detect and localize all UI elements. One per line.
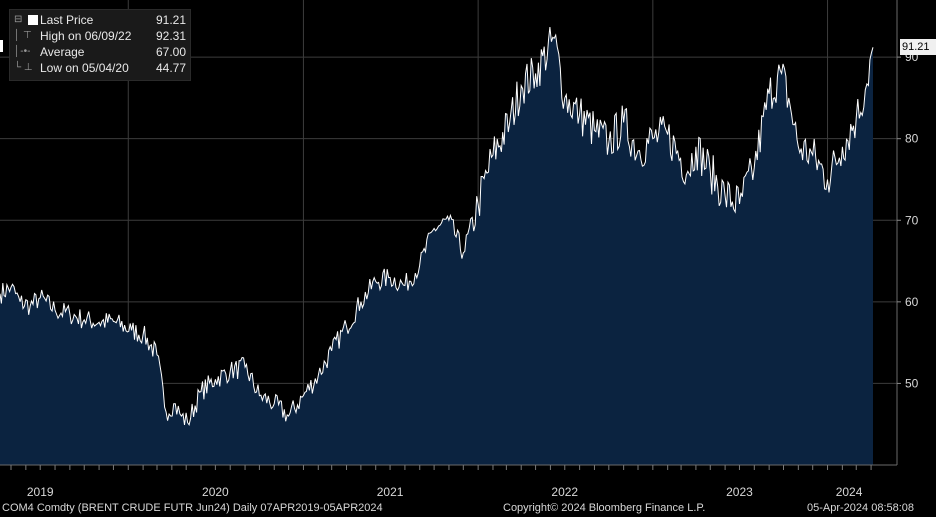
legend-average: Average 67.00: [40, 44, 190, 60]
legend-value: 44.77: [155, 61, 186, 75]
last-price-tag: 91.21: [900, 39, 936, 55]
collapse-icon[interactable]: ⊟: [14, 14, 23, 25]
x-axis-ticks: 2019 2020 2021 2022 2023 2024: [10, 465, 872, 499]
x-tick-label: 2023: [726, 485, 753, 499]
x-tick-label: 2020: [202, 485, 229, 499]
x-tick-label: 2019: [27, 485, 54, 499]
legend-label: Last Price: [40, 13, 94, 27]
x-tick-label: 2022: [551, 485, 578, 499]
y-tick-label: 80: [905, 132, 919, 146]
average-marker-icon: │-•-: [14, 46, 31, 57]
legend-value: 67.00: [155, 45, 186, 59]
footer-bar: COM4 Comdty (BRENT CRUDE FUTR Jun24) Dai…: [0, 500, 936, 517]
legend-value: 92.31: [155, 29, 186, 43]
high-marker-icon: │ ⊤: [14, 30, 32, 41]
y-tick-label: 60: [905, 295, 919, 309]
legend-last-price: Last Price 91.21: [28, 12, 190, 28]
x-tick-label: 2024: [836, 485, 863, 499]
last-price-swatch-icon: [28, 15, 38, 25]
legend-label: Average: [40, 45, 85, 59]
legend-box: ⊟ Last Price 91.21 │ ⊤ High on 06/09/22 …: [9, 9, 191, 81]
legend-low: Low on 05/04/20 44.77: [40, 60, 190, 76]
legend-high: High on 06/09/22 92.31: [40, 28, 190, 44]
x-axis-band: [0, 466, 936, 500]
copyright-text: Copyright© 2024 Bloomberg Finance L.P.: [503, 502, 706, 514]
timestamp: 05-Apr-2024 08:58:08: [807, 502, 915, 514]
x-tick-label: 2021: [377, 485, 404, 499]
security-description: COM4 Comdty (BRENT CRUDE FUTR Jun24) Dai…: [2, 502, 383, 514]
legend-label: Low on 05/04/20: [40, 61, 129, 75]
low-marker-icon: └ ⊥: [14, 62, 33, 73]
legend-label: High on 06/09/22: [40, 29, 132, 43]
price-line: [0, 27, 874, 427]
legend-value: 91.21: [155, 13, 186, 27]
y-tick-label: 70: [905, 213, 919, 227]
price-area: [0, 27, 873, 465]
y-tick-label: 50: [905, 376, 919, 390]
left-edge-marker: [0, 40, 3, 52]
